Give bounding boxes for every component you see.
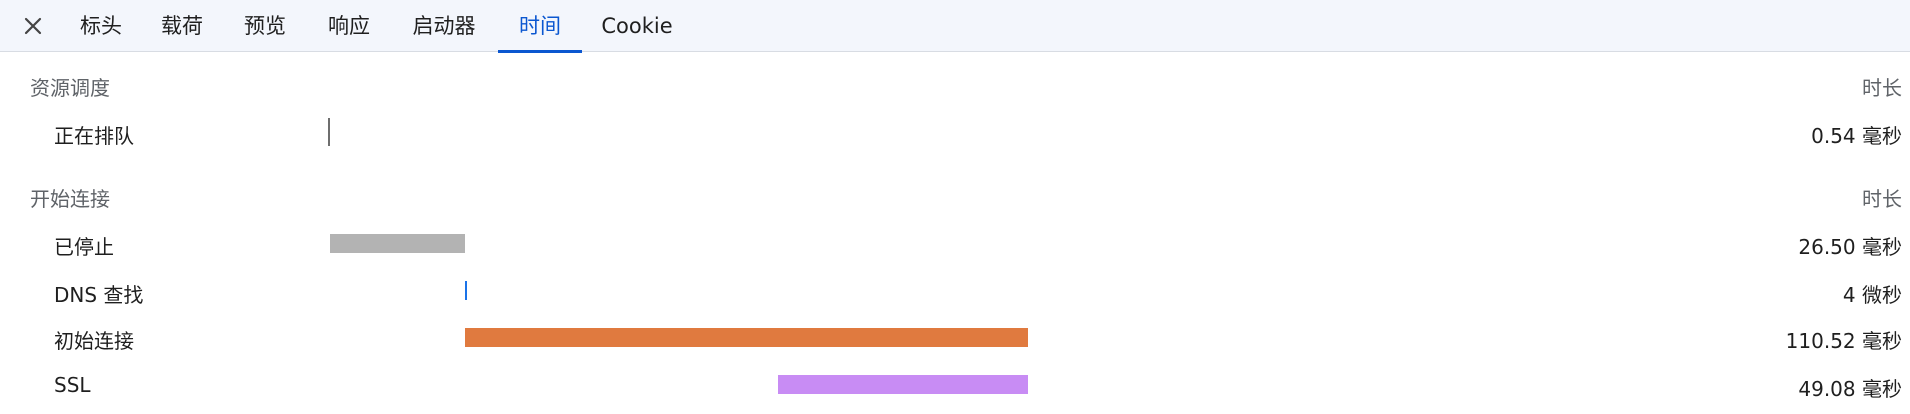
row-label-initial-connection: 初始连接 (54, 329, 134, 353)
section-title-connection-start: 开始连接 (30, 187, 110, 211)
row-value-stalled: 26.50 毫秒 (1798, 235, 1902, 259)
row-label-stalled: 已停止 (54, 235, 114, 259)
row-label-dns-lookup: DNS 查找 (54, 283, 144, 307)
row-value-queueing: 0.54 毫秒 (1811, 124, 1902, 148)
tab-cookies[interactable]: Cookie (601, 14, 673, 38)
tab-preview[interactable]: 预览 (244, 14, 286, 38)
close-icon (24, 17, 42, 35)
row-label-ssl: SSL (54, 373, 91, 397)
row-value-initial-connection: 110.52 毫秒 (1785, 329, 1902, 353)
tab-timing[interactable]: 时间 (498, 0, 582, 53)
row-value-ssl: 49.08 毫秒 (1798, 377, 1902, 401)
close-button[interactable] (18, 11, 48, 41)
timing-bar-ssl (778, 375, 1028, 394)
tab-bar: 标头 载荷 预览 响应 启动器 时间 Cookie (0, 0, 1910, 53)
tab-headers[interactable]: 标头 (80, 14, 122, 38)
timing-bar-dns-lookup (465, 281, 467, 300)
duration-column-header: 时长 (1862, 76, 1902, 100)
timing-bar-initial-connection (465, 328, 1028, 347)
row-value-dns-lookup: 4 微秒 (1842, 283, 1902, 307)
row-label-queueing: 正在排队 (54, 124, 134, 148)
timing-bar-stalled (330, 234, 465, 253)
duration-column-header: 时长 (1862, 187, 1902, 211)
tab-response[interactable]: 响应 (328, 14, 370, 38)
tab-initiator[interactable]: 启动器 (412, 14, 476, 38)
timing-bar-queueing (328, 118, 330, 146)
tab-payload[interactable]: 载荷 (161, 14, 203, 38)
section-title-resource-scheduling: 资源调度 (30, 76, 110, 100)
